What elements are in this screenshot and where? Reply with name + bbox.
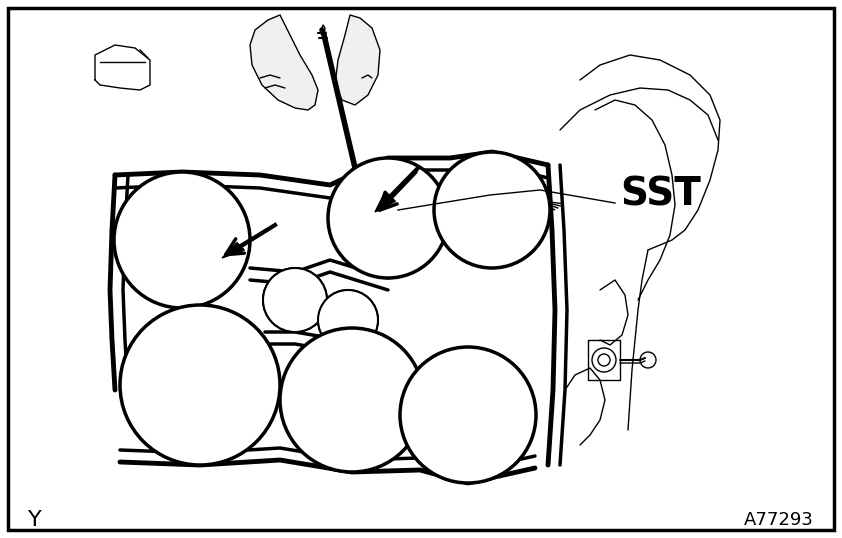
Polygon shape	[222, 243, 244, 258]
Circle shape	[434, 152, 550, 268]
Circle shape	[120, 305, 280, 465]
Circle shape	[318, 290, 378, 350]
Text: A77293: A77293	[744, 511, 814, 529]
Text: SST: SST	[620, 176, 701, 214]
Circle shape	[114, 172, 250, 308]
Polygon shape	[335, 15, 380, 105]
Circle shape	[400, 347, 536, 483]
Circle shape	[263, 268, 327, 332]
Polygon shape	[375, 192, 396, 212]
Circle shape	[328, 158, 448, 278]
Text: Y: Y	[28, 510, 42, 530]
Circle shape	[360, 212, 376, 228]
Circle shape	[280, 328, 424, 472]
Polygon shape	[250, 15, 318, 110]
